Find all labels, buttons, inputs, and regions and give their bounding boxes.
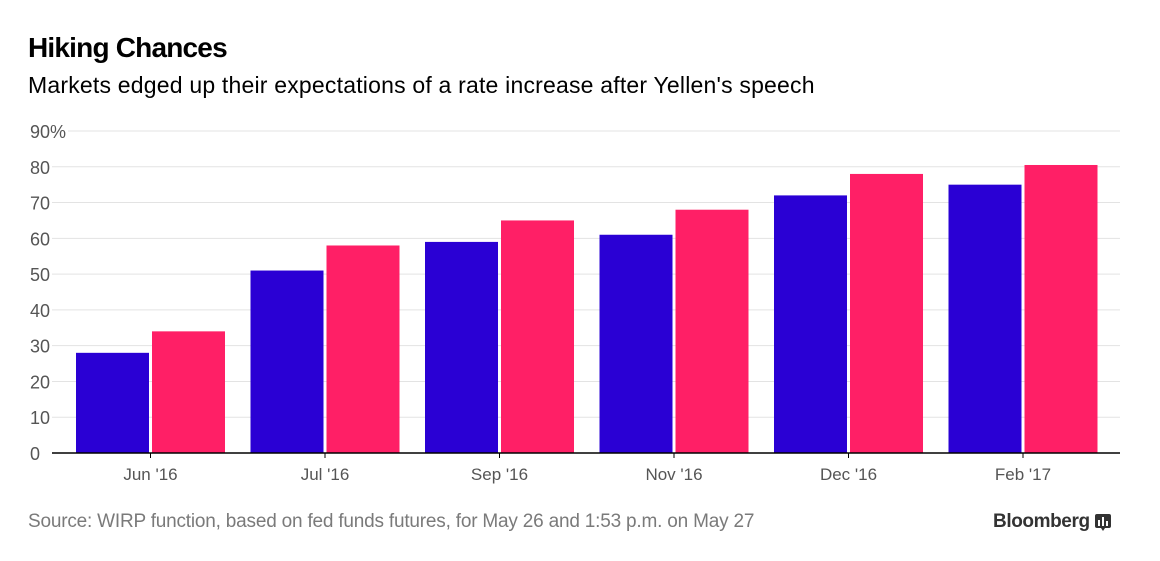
bar-series2	[326, 245, 400, 453]
bar-chart: 0 10 20 30 40 50 60 70 80 90% Jun '16 Jul '16 Sep '…	[30, 122, 1120, 484]
gridlines	[52, 130, 1120, 418]
bar-series1	[250, 270, 324, 453]
x-tick-label: Jul '16	[301, 465, 350, 484]
bars	[76, 164, 1098, 453]
bloomberg-chart-icon	[1094, 513, 1111, 531]
y-tick-label: 50	[30, 265, 50, 285]
bar-series1	[948, 184, 1022, 453]
bar-series2	[675, 209, 749, 453]
source-note: Source: WIRP function, based on fed fund…	[28, 511, 755, 532]
x-tick-label: Sep '16	[471, 465, 528, 484]
brand-name: Bloomberg	[993, 511, 1090, 532]
y-tick-label: 0	[30, 444, 40, 464]
y-tick-label: 10	[30, 408, 50, 428]
y-tick-label: 60	[30, 229, 50, 249]
y-axis-ticks: 0 10 20 30 40 50 60 70 80 90%	[30, 122, 66, 464]
bar-series2	[850, 173, 923, 453]
chart-title: Hiking Chances	[28, 32, 228, 63]
x-axis-ticks: Jun '16 Jul '16 Sep '16 Nov '16 Dec '16 Feb '…	[123, 453, 1051, 484]
bar-series2	[501, 220, 574, 453]
bar-series1	[599, 234, 673, 453]
bar-series1	[425, 241, 498, 453]
y-tick-label: 20	[30, 372, 50, 392]
chart-subtitle: Markets edged up their expectations of a…	[28, 72, 815, 98]
y-tick-label: 30	[30, 337, 50, 357]
bar-series2	[152, 331, 225, 453]
x-tick-label: Jun '16	[123, 465, 177, 484]
x-tick-label: Nov '16	[645, 465, 702, 484]
bar-series2	[1024, 164, 1098, 453]
y-tick-label: 80	[30, 158, 50, 178]
y-tick-label: 40	[30, 301, 50, 321]
x-tick-label: Dec '16	[820, 465, 877, 484]
bar-series1	[76, 352, 149, 453]
bar-series1	[774, 195, 847, 453]
y-tick-label: 90%	[30, 122, 66, 142]
x-tick-label: Feb '17	[995, 465, 1051, 484]
bloomberg-logo: Bloomberg	[993, 511, 1111, 533]
y-tick-label: 70	[30, 194, 50, 214]
